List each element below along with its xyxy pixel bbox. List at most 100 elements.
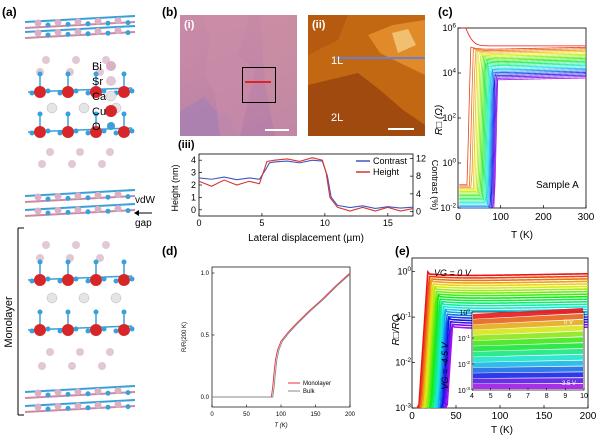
optical-micrograph: [180, 15, 297, 136]
zoom-box: [242, 67, 276, 103]
atom-bi: [94, 17, 102, 25]
gate-curve: [427, 293, 589, 409]
x-tick-label: 15: [383, 218, 393, 228]
atom-o: [45, 128, 51, 134]
tick-label: 104: [442, 67, 456, 78]
atom-cu: [62, 324, 74, 336]
atom-cu: [118, 324, 130, 336]
x-axis-title: T (K): [511, 230, 533, 241]
rt-curve: [459, 63, 587, 202]
line-cut-marker: [245, 81, 271, 83]
atom-o: [65, 309, 71, 315]
atom-bi: [94, 387, 102, 395]
atom-sr: [68, 362, 76, 370]
atom-cu: [118, 126, 130, 138]
atom-sr: [76, 348, 84, 356]
vdw-gap-annotation: vdW gap: [134, 195, 156, 229]
sample-annotation: Sample A: [536, 180, 579, 191]
atom-o: [85, 405, 91, 411]
tick-label: 100: [442, 157, 456, 168]
y-tick-label: 0.5: [201, 333, 210, 339]
gate-curve: [421, 283, 589, 409]
gate-curve: [423, 285, 589, 409]
inset-chart: 4 5 6 7 8 9 10 10-3 10-2 10-1 100 0 V -3.5 V: [458, 308, 588, 400]
atom-bi: [54, 18, 62, 26]
atom-o: [121, 259, 127, 265]
scale-bar-i: [265, 129, 289, 131]
x-axis-title: T (K): [274, 423, 287, 429]
atom-sr: [68, 160, 76, 168]
x-tick-label: 300: [578, 212, 595, 223]
atom-o: [85, 278, 91, 284]
legend-label-height: Height: [373, 167, 400, 177]
inset-band: [473, 337, 583, 346]
atom-cu: [90, 324, 102, 336]
atom-cu: [90, 86, 102, 98]
atom-cu: [118, 86, 130, 98]
atom-cu: [34, 274, 46, 286]
atom-o: [125, 30, 131, 36]
atom-bi: [74, 402, 82, 410]
vdw-label: vdW: [135, 195, 156, 206]
y-axis-title: R□ (Ω): [434, 105, 445, 135]
afm-image: [308, 15, 425, 136]
rt-curve: [459, 66, 587, 205]
atom-ca: [110, 292, 122, 304]
atom-bi: [114, 191, 122, 199]
x-tick-label: 10: [320, 218, 330, 228]
legend-swatch-ca: [105, 90, 117, 102]
atom-sr: [72, 241, 80, 249]
atom-sr: [102, 241, 110, 249]
atom-ca: [78, 102, 90, 114]
inset-x-tick-label: 5: [489, 393, 493, 400]
inset-band: [473, 319, 583, 330]
rt-curve: [459, 67, 587, 206]
atom-o: [73, 326, 79, 332]
gate-curve: [430, 298, 589, 409]
atom-o: [129, 128, 135, 134]
legend-label-ca: Ca: [92, 91, 107, 103]
atom-bi: [54, 192, 62, 200]
x-tick-label: 200: [580, 411, 597, 422]
panel-label-a: (a): [2, 5, 17, 19]
atom-bi: [34, 29, 42, 37]
atom-bi: [94, 191, 102, 199]
atom-o: [29, 90, 35, 96]
x-tick-label: 0: [196, 218, 201, 228]
rt-curve: [490, 73, 587, 209]
x-tick-label: 100: [492, 411, 509, 422]
rt-curve: [459, 47, 587, 187]
inset-band: [473, 354, 583, 363]
atom-sr: [98, 160, 106, 168]
y-axis-title-right: Contrast (%): [430, 160, 438, 211]
inset-x-tick-label: 6: [507, 393, 511, 400]
x-tick-label: 5: [259, 218, 264, 228]
atom-bi: [54, 402, 62, 410]
rt-curve: [459, 53, 587, 192]
atom-o: [57, 130, 63, 136]
atom-bi: [114, 205, 122, 213]
inset-band: [473, 360, 583, 368]
atom-o: [65, 391, 71, 397]
atom-o: [129, 326, 135, 332]
series-line-contrast: [198, 159, 414, 210]
atom-o: [121, 309, 127, 315]
atom-sr: [42, 241, 50, 249]
atom-o: [105, 30, 111, 36]
y-tick-label: 1.0: [201, 271, 210, 277]
legend-label-bi: Bi: [92, 61, 102, 73]
y-tick-label-right: 8: [416, 171, 421, 181]
atom-o: [101, 276, 107, 282]
x-tick-label: 100: [492, 212, 509, 223]
legend-label-contrast: Contrast: [373, 156, 408, 166]
monolayer-bracket: Monolayer: [3, 227, 24, 416]
inset-band: [473, 308, 583, 319]
atom-o: [57, 328, 63, 334]
atom-o: [121, 111, 127, 117]
atom-bi: [54, 28, 62, 36]
atom-bi: [74, 18, 82, 26]
y-axis-title-left: Height (nm): [170, 164, 180, 211]
y-tick-label-left: 1: [191, 192, 196, 202]
y-tick-label-left: 3: [191, 168, 196, 178]
